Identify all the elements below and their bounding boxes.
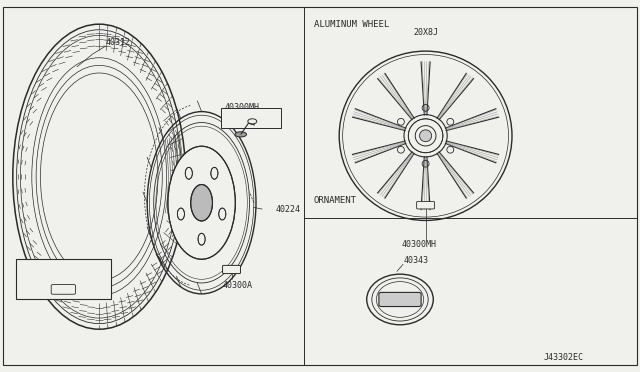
Text: 40300MH: 40300MH: [225, 103, 260, 112]
Ellipse shape: [185, 167, 193, 179]
Text: (40700M): (40700M): [234, 119, 268, 125]
FancyBboxPatch shape: [221, 108, 282, 128]
Text: ALUMINUM WHEEL: ALUMINUM WHEEL: [314, 20, 389, 29]
FancyBboxPatch shape: [16, 259, 111, 299]
Text: 20X8J: 20X8J: [413, 28, 438, 37]
Text: ADHESIVE TYPE: ADHESIVE TYPE: [33, 263, 93, 272]
Text: NISSAN: NISSAN: [390, 297, 410, 302]
FancyBboxPatch shape: [223, 265, 241, 273]
Ellipse shape: [168, 146, 236, 259]
Text: 40224: 40224: [276, 205, 301, 214]
FancyBboxPatch shape: [417, 202, 435, 209]
Text: 40300AA: 40300AA: [47, 272, 79, 280]
Ellipse shape: [211, 167, 218, 179]
Text: 40300MH: 40300MH: [402, 240, 436, 249]
Ellipse shape: [420, 130, 431, 142]
Text: 40312: 40312: [106, 38, 131, 47]
Text: J43302EC: J43302EC: [543, 353, 583, 362]
Ellipse shape: [408, 119, 443, 153]
Text: ORNAMENT: ORNAMENT: [314, 196, 356, 205]
Ellipse shape: [177, 208, 184, 220]
Text: 40343: 40343: [403, 256, 429, 265]
FancyBboxPatch shape: [51, 285, 76, 294]
Text: 40300A: 40300A: [223, 280, 253, 289]
Ellipse shape: [198, 233, 205, 245]
Ellipse shape: [219, 208, 226, 220]
Text: SEC.253: SEC.253: [236, 111, 266, 117]
Ellipse shape: [235, 132, 246, 137]
FancyBboxPatch shape: [379, 292, 421, 307]
Ellipse shape: [52, 289, 75, 294]
Ellipse shape: [191, 185, 212, 221]
